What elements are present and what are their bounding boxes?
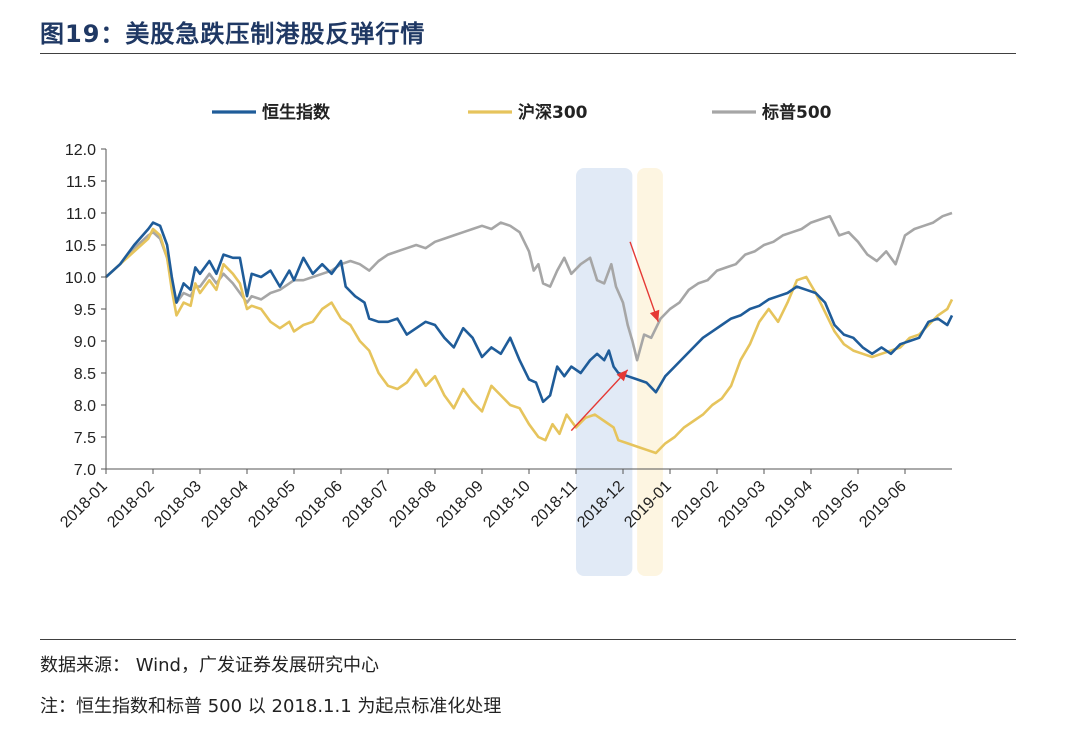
x-tick-label: 2019-05 bbox=[809, 478, 863, 532]
x-tick-label: 2019-04 bbox=[762, 478, 816, 532]
highlight-band-2 bbox=[637, 168, 663, 576]
highlight-band-1 bbox=[576, 168, 633, 576]
highlight-bands bbox=[576, 168, 663, 576]
x-tick-label: 2018-06 bbox=[292, 478, 346, 532]
annotation-arrows bbox=[570, 241, 660, 432]
y-tick-label: 7.0 bbox=[74, 462, 96, 479]
series-line-3 bbox=[105, 211, 953, 362]
x-tick-label: 2018-02 bbox=[104, 478, 158, 532]
y-tick-label: 12.0 bbox=[65, 142, 96, 159]
x-tick-label: 2018-04 bbox=[198, 478, 252, 532]
y-axis-ticks: 12.0 11.5 11.0 10.5 10.0 9.5 9.0 8.5 8.0 7.5 7.0 bbox=[65, 142, 106, 479]
x-tick-label: 2018-01 bbox=[57, 478, 111, 532]
legend-label: 沪深300 bbox=[518, 102, 588, 123]
y-tick-label: 10.0 bbox=[65, 270, 96, 287]
y-tick-label: 9.5 bbox=[74, 302, 96, 319]
series-line-1 bbox=[105, 221, 954, 404]
series-line-2 bbox=[105, 227, 954, 455]
figure-title: 图19：美股急跌压制港股反弹行情 bbox=[40, 20, 426, 48]
sp500-drop-arrow-head bbox=[649, 309, 660, 322]
y-tick-label: 11.5 bbox=[66, 174, 96, 191]
legend-label: 恒生指数 bbox=[262, 102, 331, 123]
x-tick-label: 2018-07 bbox=[339, 478, 393, 532]
x-tick-label: 2018-11 bbox=[528, 478, 581, 531]
y-tick-label: 9.0 bbox=[74, 334, 96, 351]
x-tick-label: 2018-09 bbox=[433, 478, 487, 532]
x-tick-label: 2019-02 bbox=[668, 478, 722, 532]
footer-divider bbox=[40, 639, 1016, 640]
axes: 2018-012018-022018-032018-042018-052018-… bbox=[57, 149, 952, 531]
y-tick-label: 8.0 bbox=[74, 398, 96, 415]
line-chart: 12.0 11.5 11.0 10.5 10.0 9.5 9.0 8.5 8.0 7.5 7.0 2… bbox=[57, 102, 954, 576]
sp500-drop-arrow bbox=[629, 241, 659, 323]
legend-label: 标普500 bbox=[762, 102, 832, 123]
x-tick-label: 2019-03 bbox=[715, 478, 769, 532]
legend: 恒生指数 沪深300 标普500 bbox=[212, 102, 832, 123]
x-tick-label: 2018-03 bbox=[151, 478, 205, 532]
footnote: 注：恒生指数和标普 500 以 2018.1.1 为起点标准化处理 bbox=[40, 696, 502, 717]
hsi-rebound-arrow-head bbox=[616, 369, 628, 382]
y-tick-label: 11.0 bbox=[66, 206, 96, 223]
x-tick-label: 2018-08 bbox=[386, 478, 440, 532]
x-tick-label: 2018-05 bbox=[245, 478, 299, 532]
data-source: 数据来源： Wind，广发证券发展研究中心 bbox=[40, 655, 379, 676]
y-tick-label: 7.5 bbox=[74, 430, 96, 447]
y-tick-label: 8.5 bbox=[74, 366, 96, 383]
hsi-rebound-arrow bbox=[570, 369, 629, 432]
series-lines bbox=[105, 211, 954, 455]
x-tick-label: 2019-06 bbox=[856, 478, 910, 532]
x-tick-label: 2018-10 bbox=[480, 478, 534, 532]
y-tick-label: 10.5 bbox=[65, 238, 96, 255]
title-divider bbox=[40, 53, 1016, 54]
